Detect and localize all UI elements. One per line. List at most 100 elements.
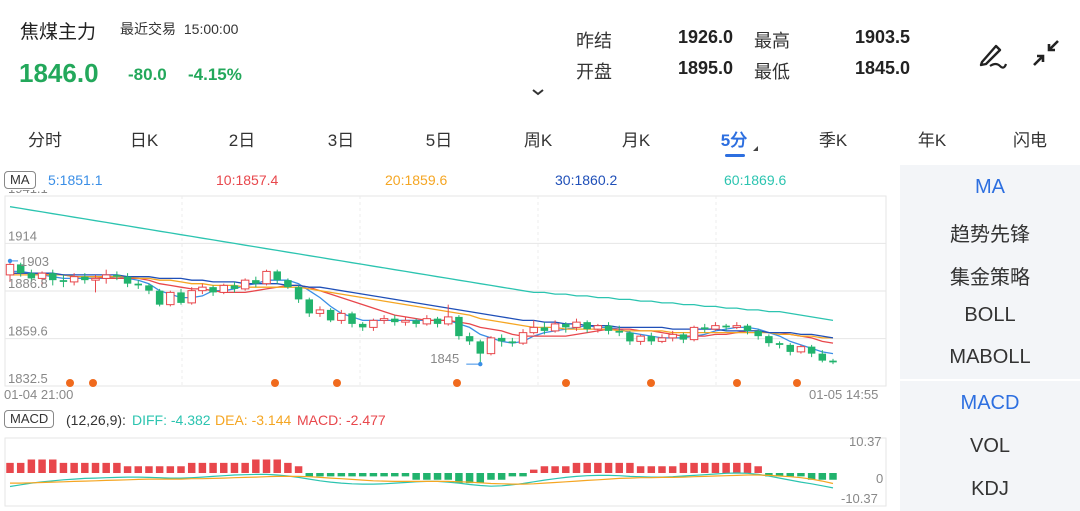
macd-bar [187,462,196,473]
tab-3day[interactable]: 3日 [327,131,355,150]
macd-diff: DIFF: -4.382 [132,412,211,428]
diff-line [9,472,834,489]
tab-quarterly[interactable]: 季K [818,131,848,150]
macd-bar [497,473,506,480]
candle-body-down [59,280,68,282]
candle-body-up [711,325,720,330]
candle-body-up [636,335,645,342]
draw-pen-icon[interactable] [976,38,1008,70]
collapse-icon[interactable] [1030,37,1062,69]
macd-bar [262,459,271,473]
ma-line-30 [10,272,834,339]
indicator-macd[interactable]: MACD [960,392,1020,414]
indicator-boll[interactable]: BOLL [964,304,1016,326]
tab-daily[interactable]: 日K [129,131,159,150]
candle-body-down [786,344,794,352]
macd-bar [433,473,442,480]
high-marker-label: 1903 [20,254,49,269]
candle-body-up [572,321,581,328]
macd-bar [305,473,314,477]
tab-yearly[interactable]: 年K [917,131,947,150]
tab-flash[interactable]: 闪电 [1013,131,1047,150]
y-tick-label: 1914 [8,228,37,243]
indicator-vol[interactable]: VOL [969,435,1011,457]
plot-border [4,195,887,387]
candle-body-up [668,333,677,339]
event-dots [66,379,801,387]
macd-bar [583,462,591,473]
macd-bar [166,466,175,473]
indicator-ma[interactable]: MA [975,176,1005,198]
tab-2day[interactable]: 2日 [228,131,256,150]
macd-bar [765,473,773,477]
macd-bar [733,462,741,473]
candle-body-down [754,330,762,337]
dea-line [10,474,834,485]
candle-body-up [401,319,410,323]
macd-bar [380,473,388,477]
axis-labels: 1941.1 1914 1886.8 1859.6 1832.501-04 21:00 0… [4,190,883,506]
indicator-gold-strategy[interactable]: 集金策略 [950,267,1030,289]
price-change: -80.0 [128,65,167,84]
tab-5day[interactable]: 5日 [425,131,453,150]
candle-body-up [262,270,271,285]
macd-bar [391,473,399,477]
tab-5min[interactable]: 5分 [720,131,748,150]
macd-bar [551,466,559,473]
candle-body-down [765,336,773,344]
macd-bar [668,466,677,473]
macd-bar [423,473,431,480]
recent-time: 15:00:00 [183,21,239,37]
candle-body-up [91,277,100,281]
high-value: 1903.5 [855,27,911,47]
candle-body-down [123,276,132,284]
macd-bar [562,466,570,473]
tab-timeshare[interactable]: 分时 [28,131,62,150]
macd-bar [241,462,249,473]
macd-bar [572,462,581,473]
ma-line-60 [9,206,834,322]
tab-weekly[interactable]: 周K [523,131,553,150]
macd-selector[interactable]: MACD [4,410,55,428]
candle-body-down [134,283,143,286]
candle-body-down [81,276,89,281]
y-tick-label: 1886.8 [8,276,48,291]
macd-bar [358,473,367,477]
macd-bar [16,462,25,473]
x-end-label: 01-05 14:55 [809,387,878,402]
macd-bar [529,469,538,473]
y-tick-label: 1832.5 [8,371,48,386]
macd-bar [594,462,602,473]
low-label: 最低 [754,62,790,82]
chevron-down-icon[interactable] [530,86,546,98]
indicator-trend-pioneer[interactable]: 趋势先锋 [950,224,1030,246]
candle-body-down [647,336,656,342]
macd-bar [337,473,346,477]
indicator-kdj[interactable]: KDJ [971,478,1009,500]
macd-bar [273,459,281,473]
macd-bar [326,473,335,477]
candle-body-down [209,287,217,293]
ma20-value: 20:1859.6 [385,172,448,188]
macd-bar [797,473,805,477]
macd-bar [722,462,730,473]
recent-label: 最近交易 [120,21,176,37]
ma-selector[interactable]: MA [4,171,36,189]
candle-body-down [177,292,185,303]
macd-bar [145,466,153,473]
event-dot [89,379,97,387]
candle-body-down [508,341,517,344]
tab-monthly[interactable]: 月K [621,131,651,150]
candle-body-down [294,287,303,300]
candle-body-down [476,341,485,354]
indicator-maboll[interactable]: MABOLL [949,346,1031,368]
candle-body-up [689,326,699,341]
tab-dropdown-icon[interactable] [753,146,758,151]
macd-bar [540,466,549,473]
candle-body-up [422,318,432,325]
macd-bar [70,462,78,473]
candle-body-down [433,318,442,324]
macd-bar [401,473,410,477]
sidebar-divider [900,379,1080,381]
